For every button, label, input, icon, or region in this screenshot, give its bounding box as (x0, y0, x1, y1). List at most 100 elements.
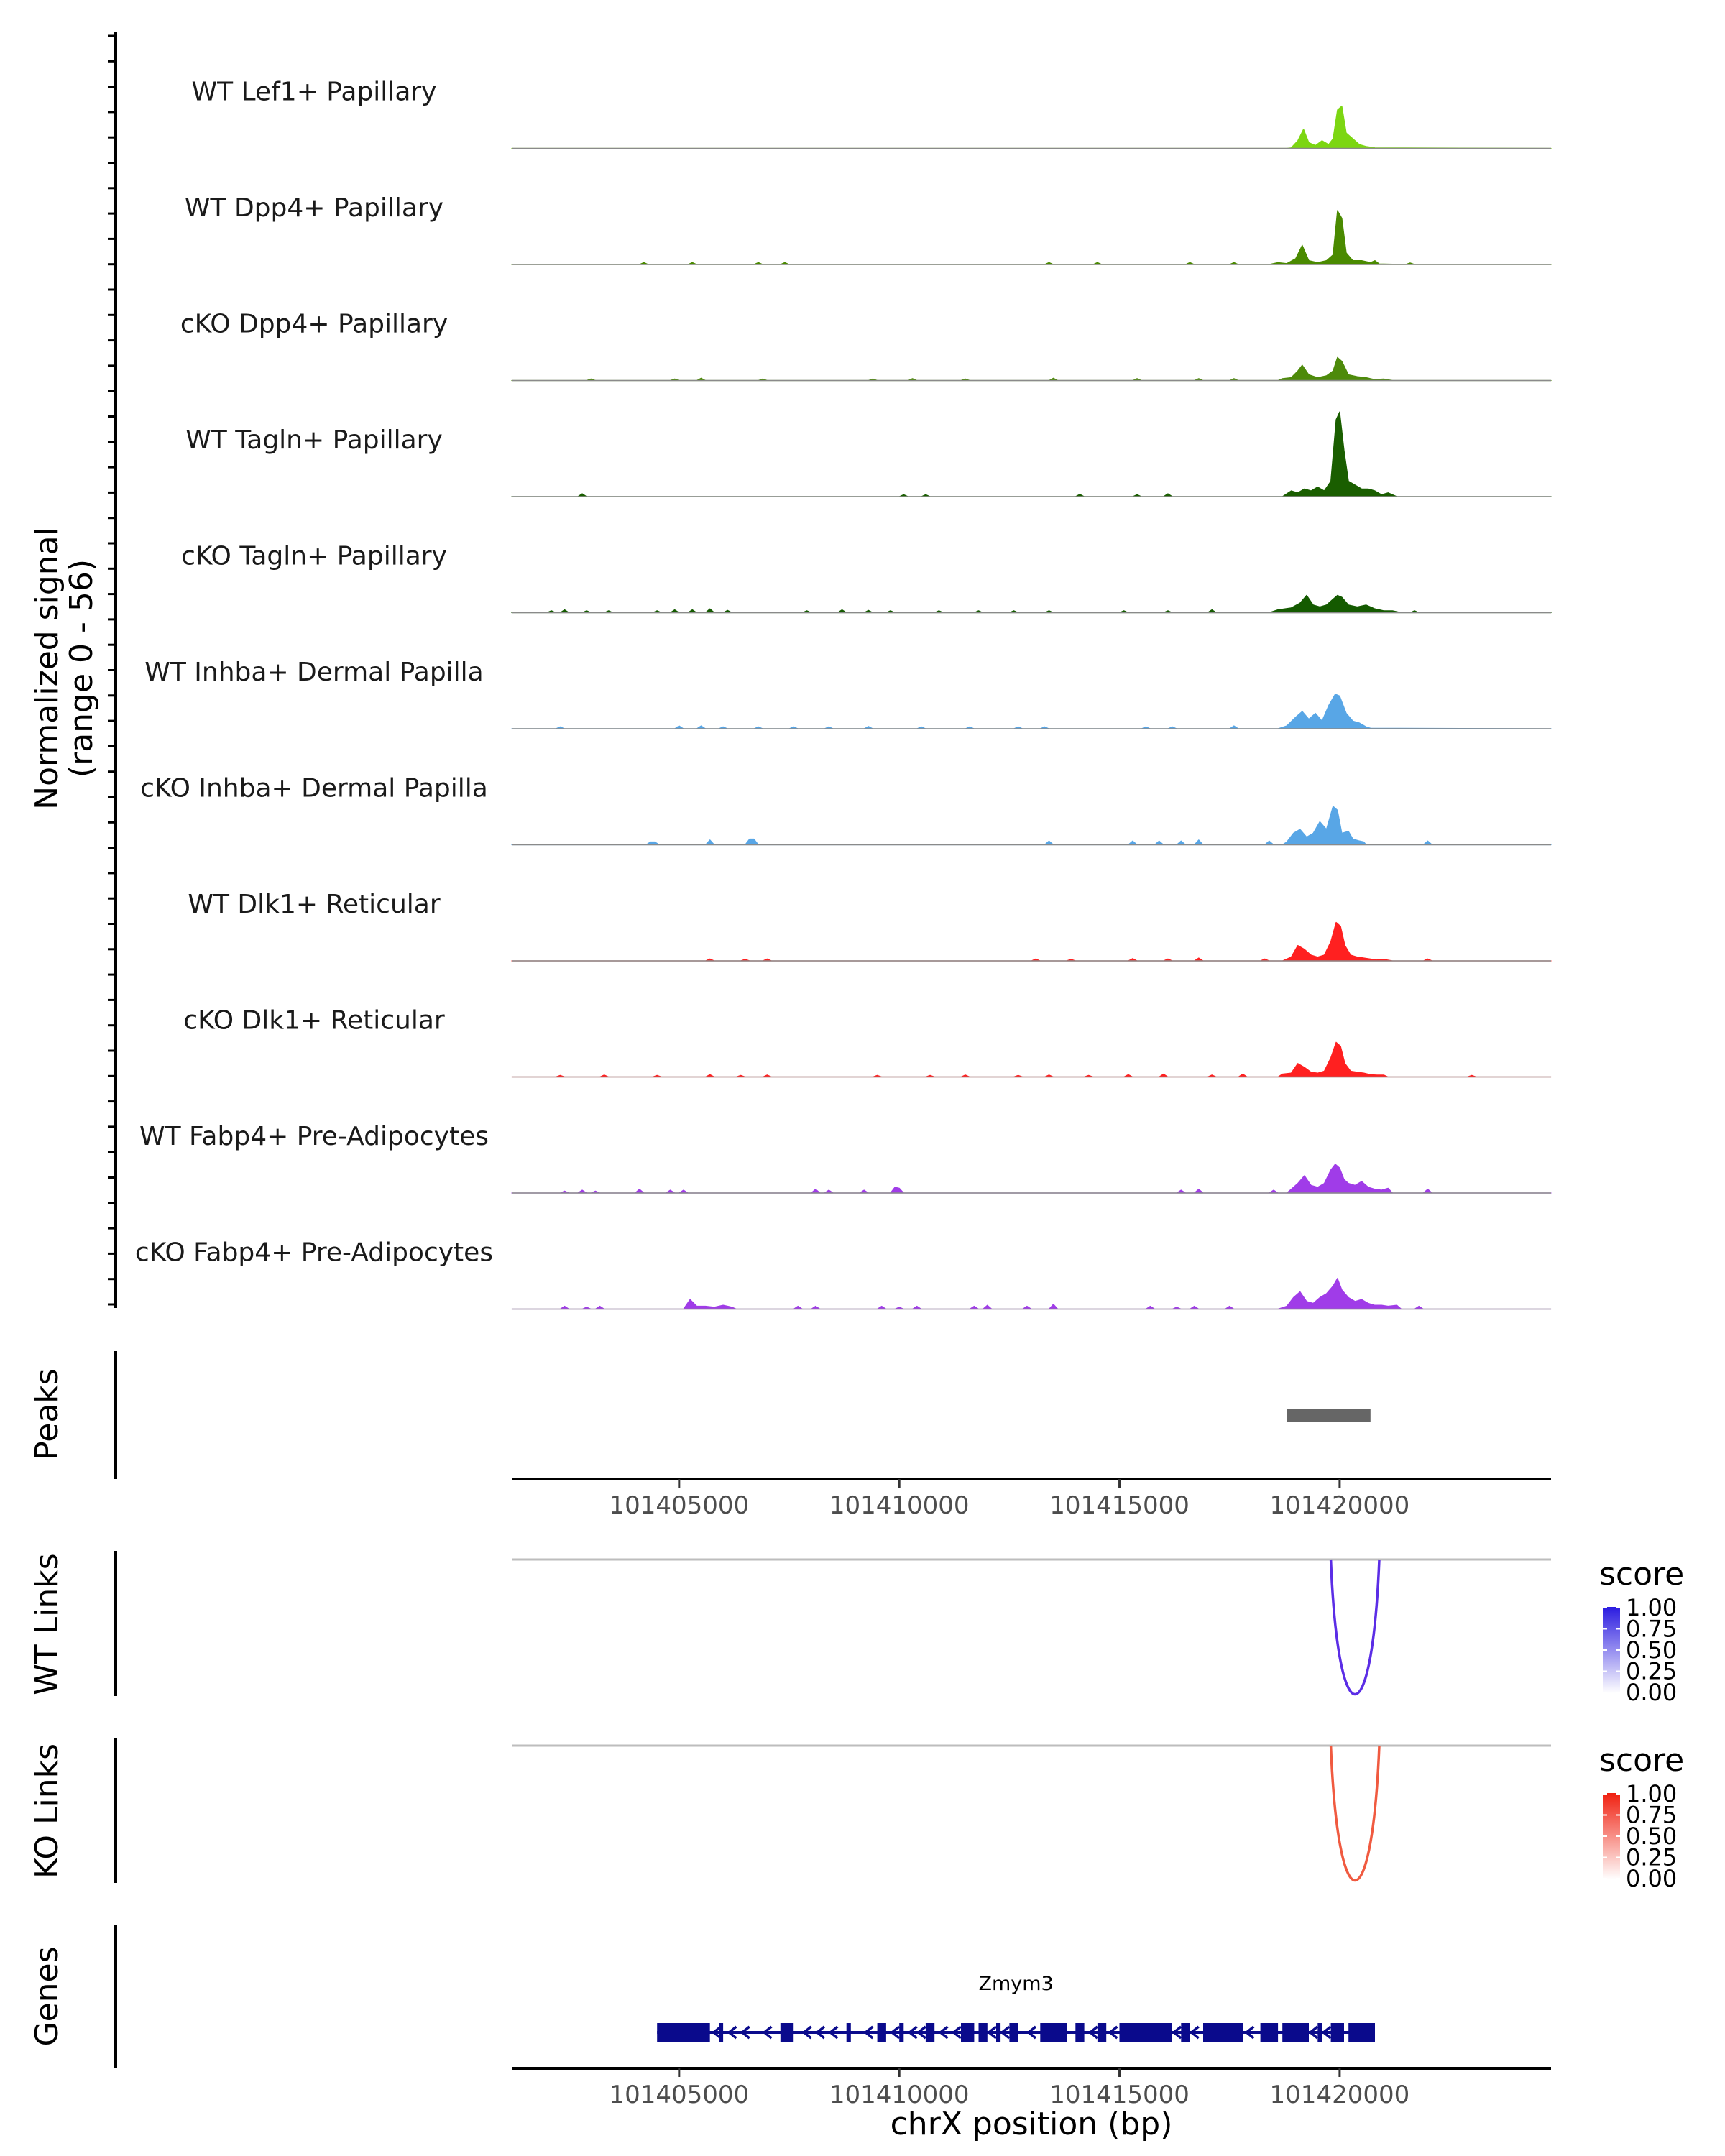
ko-links-panel: KO Links score 1.000.750.500.250.00 (29, 1738, 1684, 1892)
x-axis-top: 101405000 101410000 101415000 101420000 (512, 1478, 1551, 1520)
wt-links-legend: score 1.000.750.500.250.00 (1599, 1556, 1684, 1706)
x-axis-tick-label: 101415000 (1049, 1491, 1190, 1520)
gene-exon (877, 2023, 886, 2042)
x-axis-tick-label: 101410000 (829, 2081, 970, 2109)
gene-exon (996, 2023, 1001, 2042)
gene-strand-arrow (938, 2025, 949, 2040)
gene-exon (1348, 2023, 1375, 2042)
coverage-tracks: WT Lef1+ Papillary WT Dpp4+ Papillary cKO … (135, 78, 1552, 1310)
wt-links-panel: WT Links score 1.000.750.500.250.00 (29, 1551, 1684, 1706)
gene-strand-arrow (951, 2025, 962, 2040)
gene-exon (1317, 2023, 1322, 2042)
coverage-track: WT Inhba+ Dermal Papilla (144, 658, 1552, 729)
gene-exon (1330, 2023, 1344, 2042)
gene-strand-arrow (727, 2025, 737, 2040)
gene-exon (1009, 2023, 1018, 2042)
coverage-track-label: WT Fabp4+ Pre-Adipocytes (139, 1122, 489, 1151)
gene-exon (1119, 2023, 1172, 2042)
gene-exon (899, 2023, 904, 2042)
coverage-track: WT Lef1+ Papillary (192, 78, 1552, 149)
wt-legend-ticks: 1.000.750.500.250.00 (1603, 1594, 1677, 1706)
coverage-ylabel-line1: Normalized signal (29, 527, 65, 810)
gene-exon (1075, 2023, 1085, 2042)
coverage-track: WT Dpp4+ Papillary (185, 193, 1552, 265)
gene-exon (961, 2023, 975, 2042)
legend-tick-label: 0.25 (1626, 1658, 1677, 1685)
wt-legend-title: score (1599, 1556, 1684, 1593)
genes-panel: Genes Zmym3 (29, 1925, 1375, 2068)
gene-strand-arrow (1087, 2025, 1098, 2040)
gene-strand-arrow (1172, 2025, 1182, 2040)
gene-strand-arrow (1244, 2025, 1255, 2040)
gene-exon (1260, 2023, 1279, 2042)
x-axis-tick-label: 101405000 (609, 1491, 749, 1520)
gene-exon (1040, 2023, 1067, 2042)
coverage-y-ticks (108, 34, 116, 1306)
x-axis-bottom: 101405000 101410000 101415000 101420000 chr… (512, 2067, 1551, 2142)
gene-strand-arrow (1189, 2025, 1200, 2040)
coverage-track-area (511, 806, 1552, 846)
x-axis-tick-label: 101420000 (1270, 2081, 1410, 2109)
coverage-track: WT Dlk1+ Reticular (188, 890, 1552, 962)
gene-strand-arrow (1308, 2025, 1319, 2040)
peaks-bars (1287, 1409, 1371, 1422)
legend-tick-label: 0.75 (1626, 1616, 1677, 1643)
gene-strand-arrow (987, 2025, 997, 2040)
coverage-track-area (511, 921, 1552, 962)
coverage-track: cKO Dpp4+ Papillary (180, 310, 1552, 382)
coverage-track-label: WT Dpp4+ Papillary (185, 193, 443, 223)
gene-strand-arrow (1026, 2025, 1037, 2040)
gene-strand-arrow (907, 2025, 918, 2040)
gene-exon (1181, 2023, 1190, 2042)
coverage-track-label: cKO Dpp4+ Papillary (180, 310, 448, 339)
legend-tick-label: 0.75 (1626, 1802, 1677, 1829)
gene-strand-arrow (863, 2025, 874, 2040)
coverage-track-label: cKO Tagln+ Papillary (181, 542, 447, 571)
gene-strand-arrow (801, 2025, 812, 2040)
coverage-track-area (511, 210, 1552, 265)
coverage-track-label: WT Dlk1+ Reticular (188, 890, 440, 919)
coverage-panel: Normalized signal (range 0 - 56) WT Lef1… (29, 32, 1552, 1310)
legend-tick-label: 0.25 (1626, 1844, 1677, 1871)
ko-link-arc (1329, 1745, 1381, 1882)
gene-strand-arrow (1000, 2025, 1011, 2040)
gene-exon (1097, 2023, 1107, 2042)
coverage-track: WT Tagln+ Papillary (185, 411, 1552, 497)
coverage-track-area (511, 694, 1552, 729)
coverage-track-area (511, 1041, 1552, 1078)
coverage-track-area (511, 105, 1552, 149)
gene-strand-arrow (1108, 2025, 1118, 2040)
x-axis-bottom-ticks: 101405000 101410000 101415000 101420000 (609, 2068, 1409, 2109)
legend-tick-label: 1.00 (1626, 1594, 1677, 1621)
gene-exon (1203, 2023, 1243, 2042)
gene-exon (846, 2023, 851, 2042)
coverage-track-label: cKO Dlk1+ Reticular (183, 1006, 445, 1036)
x-axis-tick-label: 101415000 (1049, 2081, 1190, 2109)
gene-name-label: Zmym3 (978, 1973, 1053, 1995)
wt-link-arc (1329, 1559, 1381, 1696)
x-axis-title: chrX position (bp) (891, 2106, 1173, 2142)
coverage-track: cKO Tagln+ Papillary (181, 542, 1552, 614)
coverage-track: cKO Inhba+ Dermal Papilla (140, 774, 1552, 846)
gene-exon (925, 2023, 935, 2042)
x-axis-tick-label: 101405000 (609, 2081, 749, 2109)
coverage-track: cKO Fabp4+ Pre-Adipocytes (135, 1238, 1552, 1310)
gene-exon (719, 2023, 724, 2042)
gene-exon (657, 2023, 710, 2042)
legend-tick-label: 1.00 (1626, 1780, 1677, 1807)
ko-links-ylabel: KO Links (29, 1743, 65, 1879)
coverage-track-label: WT Tagln+ Papillary (185, 425, 443, 455)
gene-strand-arrow (1321, 2025, 1332, 2040)
coverage-track-area (511, 1164, 1552, 1194)
gene-exon (780, 2023, 794, 2042)
coverage-track: cKO Dlk1+ Reticular (183, 1006, 1552, 1078)
legend-tick-label: 0.50 (1626, 1636, 1677, 1664)
gene-strand-arrow (890, 2025, 901, 2040)
coverage-track-area (511, 411, 1552, 497)
gene-strand-arrow (828, 2025, 839, 2040)
gene-strand-arrow (916, 2025, 926, 2040)
x-axis-top-ticks: 101405000 101410000 101415000 101420000 (609, 1479, 1409, 1520)
peaks-ylabel: Peaks (29, 1368, 65, 1460)
legend-tick-label: 0.00 (1626, 1865, 1677, 1892)
